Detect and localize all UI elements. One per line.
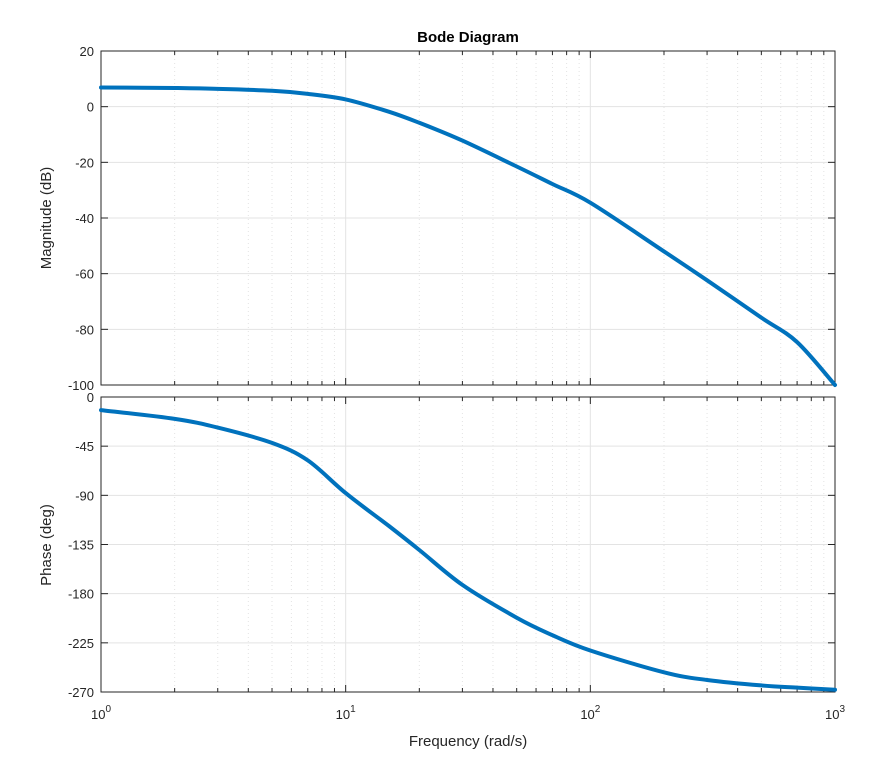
- x-tick-label: 102: [580, 704, 600, 722]
- y-tick-label: -100: [68, 378, 94, 393]
- magnitude-ticks: [100, 50, 835, 386]
- magnitude-series-line: [99, 85, 837, 387]
- magnitude-panel: 20 0 -20 -40 -60 -80 -100 Magnitude (dB): [38, 44, 837, 393]
- y-tick-label: -225: [68, 636, 94, 651]
- y-tick-label: -135: [68, 538, 94, 553]
- phase-panel: 0 -45 -90 -135 -180 -225 -270 Phase (deg): [38, 390, 837, 700]
- phase-series-line: [99, 408, 837, 692]
- y-tick-label: 0: [87, 390, 94, 405]
- y-tick-label: -20: [75, 155, 94, 170]
- y-tick-label: -180: [68, 587, 94, 602]
- x-tick-label: 100: [91, 704, 111, 722]
- magnitude-y-tick-labels: 20 0 -20 -40 -60 -80 -100: [68, 44, 94, 393]
- y-tick-label: -45: [75, 439, 94, 454]
- phase-grid: [100, 396, 835, 693]
- phase-y-axis-label: Phase (deg): [38, 504, 55, 586]
- x-axis-label: Frequency (rad/s): [409, 733, 527, 750]
- phase-ticks: [100, 396, 835, 693]
- phase-y-tick-labels: 0 -45 -90 -135 -180 -225 -270: [68, 390, 94, 700]
- x-tick-labels: 100 101 102 103: [91, 704, 845, 722]
- y-tick-label: -270: [68, 685, 94, 700]
- magnitude-y-axis-label: Magnitude (dB): [38, 167, 55, 270]
- magnitude-grid: [100, 50, 835, 386]
- x-tick-label: 101: [336, 704, 356, 722]
- y-tick-label: -40: [75, 211, 94, 226]
- y-tick-label: -90: [75, 488, 94, 503]
- y-tick-label: 20: [80, 44, 94, 59]
- y-tick-label: -60: [75, 267, 94, 282]
- x-tick-label: 103: [825, 704, 845, 722]
- y-tick-label: 0: [87, 100, 94, 115]
- chart-title: Bode Diagram: [417, 29, 519, 46]
- y-tick-label: -80: [75, 322, 94, 337]
